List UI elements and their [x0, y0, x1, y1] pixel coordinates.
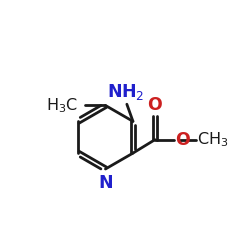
- Text: N: N: [98, 174, 113, 192]
- Text: O: O: [175, 131, 190, 149]
- Text: H$_3$C: H$_3$C: [46, 96, 78, 115]
- Text: CH$_3$: CH$_3$: [197, 130, 229, 149]
- Text: O: O: [148, 96, 162, 114]
- Text: NH$_2$: NH$_2$: [107, 82, 144, 102]
